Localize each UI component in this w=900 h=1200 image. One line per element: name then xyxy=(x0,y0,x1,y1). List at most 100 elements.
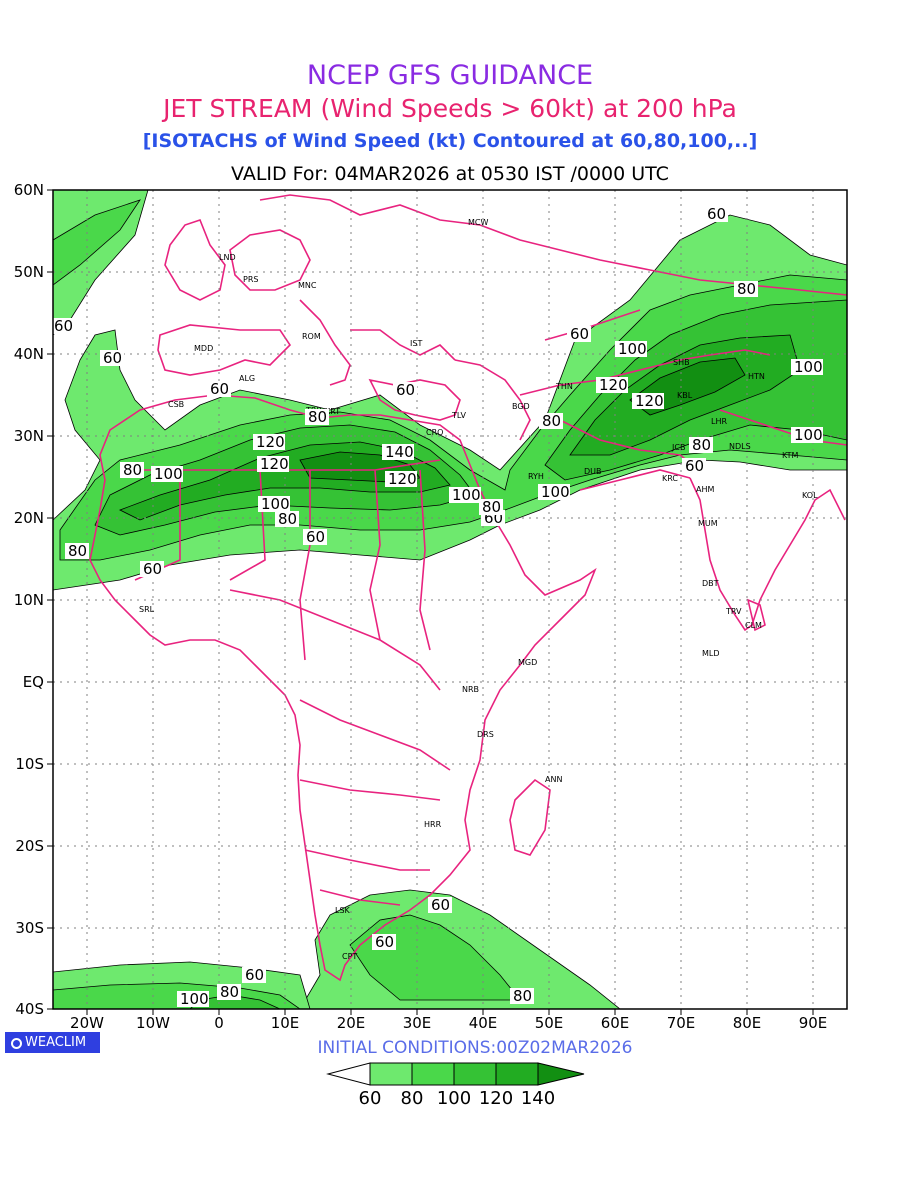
station-kol: KOL xyxy=(802,491,818,500)
contour-label-60: 60 xyxy=(306,528,325,546)
contour-label-140: 140 xyxy=(385,443,414,461)
station-mum: MUM xyxy=(698,519,718,528)
lon-label-30e: 30E xyxy=(402,1014,432,1032)
lon-label-50e: 50E xyxy=(534,1014,564,1032)
contour-label-80: 80 xyxy=(68,542,87,560)
contour-label-80: 80 xyxy=(308,408,327,426)
station-mnc: MNC xyxy=(298,281,317,290)
station-ndls: NDLS xyxy=(729,442,751,451)
station-nrb: NRB xyxy=(462,685,479,694)
station-ryh: RYH xyxy=(528,472,544,481)
contour-label-100: 100 xyxy=(261,495,290,513)
contour-label-80: 80 xyxy=(278,510,297,528)
station-labels: MCW LND PRS MNC ROM IST MDD ALG CSB TRP … xyxy=(139,218,818,961)
lon-label-70e: 70E xyxy=(666,1014,696,1032)
station-jcb: JCB xyxy=(671,443,685,452)
station-alg: ALG xyxy=(239,374,255,383)
station-prs: PRS xyxy=(243,275,258,284)
station-csb: CSB xyxy=(168,400,184,409)
contour-label-60: 60 xyxy=(210,380,229,398)
title-line-1: NCEP GFS GUIDANCE xyxy=(306,60,594,91)
lon-label-40e: 40E xyxy=(468,1014,498,1032)
valid-time: VALID For: 04MAR2026 at 0530 IST /0000 U… xyxy=(231,163,669,185)
contour-label-60: 60 xyxy=(143,560,162,578)
contour-label-100: 100 xyxy=(794,358,823,376)
station-ktm: KTM xyxy=(782,451,799,460)
station-lnd: LND xyxy=(219,253,236,262)
contour-label-120: 120 xyxy=(599,376,628,394)
contour-label-100: 100 xyxy=(180,990,209,1008)
station-mgd: MGD xyxy=(518,658,537,667)
axis-ticks xyxy=(47,189,814,1015)
contour-label-60: 60 xyxy=(570,325,589,343)
station-hrr: HRR xyxy=(424,820,442,829)
lat-label-40n: 40N xyxy=(13,345,44,363)
lat-label-30s: 30S xyxy=(15,919,44,937)
lat-label-10s: 10S xyxy=(15,755,44,773)
contour-label-60: 60 xyxy=(54,317,73,335)
station-lsk: LSK xyxy=(335,906,351,915)
station-bgd: BGD xyxy=(512,402,530,411)
contour-label-80: 80 xyxy=(737,280,756,298)
lon-label-20e: 20E xyxy=(336,1014,366,1032)
station-thn: THN xyxy=(555,382,573,391)
station-ann: ANN xyxy=(545,775,562,784)
lat-label-30n: 30N xyxy=(13,427,44,445)
station-htn: HTN xyxy=(748,372,765,381)
contour-label-60: 60 xyxy=(431,896,450,914)
station-trv: TRV xyxy=(725,607,742,616)
contour-label-100: 100 xyxy=(452,486,481,504)
lon-label-90e: 90E xyxy=(798,1014,828,1032)
station-ist: IST xyxy=(410,339,422,348)
legend-label-140: 140 xyxy=(520,1088,556,1109)
station-rom: ROM xyxy=(302,332,321,341)
logo-circle-icon xyxy=(11,1038,22,1049)
contour-label-80: 80 xyxy=(692,436,711,454)
contour-labels: 60 60 60 60 60 60 60 60 60 60 60 60 60 8… xyxy=(53,205,823,1008)
station-drs: DRS xyxy=(477,730,494,739)
contour-label-100: 100 xyxy=(794,426,823,444)
contour-label-60: 60 xyxy=(245,966,264,984)
lat-label-60n: 60N xyxy=(13,181,44,199)
lat-label-20n: 20N xyxy=(13,509,44,527)
weaclim-logo: WEACLIM xyxy=(5,1032,100,1053)
logo-text: WEACLIM xyxy=(25,1035,87,1050)
lon-label-10w: 10W xyxy=(136,1014,170,1032)
station-shb: SHB xyxy=(673,358,690,367)
contour-label-80: 80 xyxy=(123,461,142,479)
contour-label-100: 100 xyxy=(541,483,570,501)
lon-label-10e: 10E xyxy=(270,1014,300,1032)
station-lhr: LHR xyxy=(711,417,727,426)
station-clm: CLM xyxy=(745,621,762,630)
station-mdd: MDD xyxy=(194,344,213,353)
station-cpt: CPT xyxy=(342,952,357,961)
initial-conditions: INITIAL CONDITIONS:00Z02MAR2026 xyxy=(317,1038,633,1058)
contour-label-60: 60 xyxy=(396,381,415,399)
contour-label-60: 60 xyxy=(103,349,122,367)
lon-label-20w: 20W xyxy=(70,1014,104,1032)
contour-label-60: 60 xyxy=(707,205,726,223)
lat-label-eq: EQ xyxy=(22,673,44,691)
contour-label-60: 60 xyxy=(375,933,394,951)
contour-label-120: 120 xyxy=(388,470,417,488)
legend-label-100: 100 xyxy=(436,1088,472,1109)
lon-label-0: 0 xyxy=(214,1014,224,1032)
contour-label-120: 120 xyxy=(256,433,285,451)
contour-label-80: 80 xyxy=(542,412,561,430)
lat-label-10n: 10N xyxy=(13,591,44,609)
lon-label-80e: 80E xyxy=(732,1014,762,1032)
station-dub: DUB xyxy=(584,467,602,476)
station-mld: MLD xyxy=(702,649,720,658)
contour-label-100: 100 xyxy=(618,340,647,358)
legend-label-80: 80 xyxy=(400,1088,424,1109)
station-ahm: AHM xyxy=(696,485,714,494)
station-tlv: TLV xyxy=(451,411,466,420)
title-line-3: [ISOTACHS of Wind Speed (kt) Contoured a… xyxy=(142,130,758,152)
contour-label-80: 80 xyxy=(482,498,501,516)
station-kbl: KBL xyxy=(677,391,693,400)
station-krt: KRT xyxy=(325,407,340,416)
legend-label-120: 120 xyxy=(478,1088,514,1109)
lat-label-40s: 40S xyxy=(15,1000,44,1018)
station-cro: CRO xyxy=(426,428,443,437)
